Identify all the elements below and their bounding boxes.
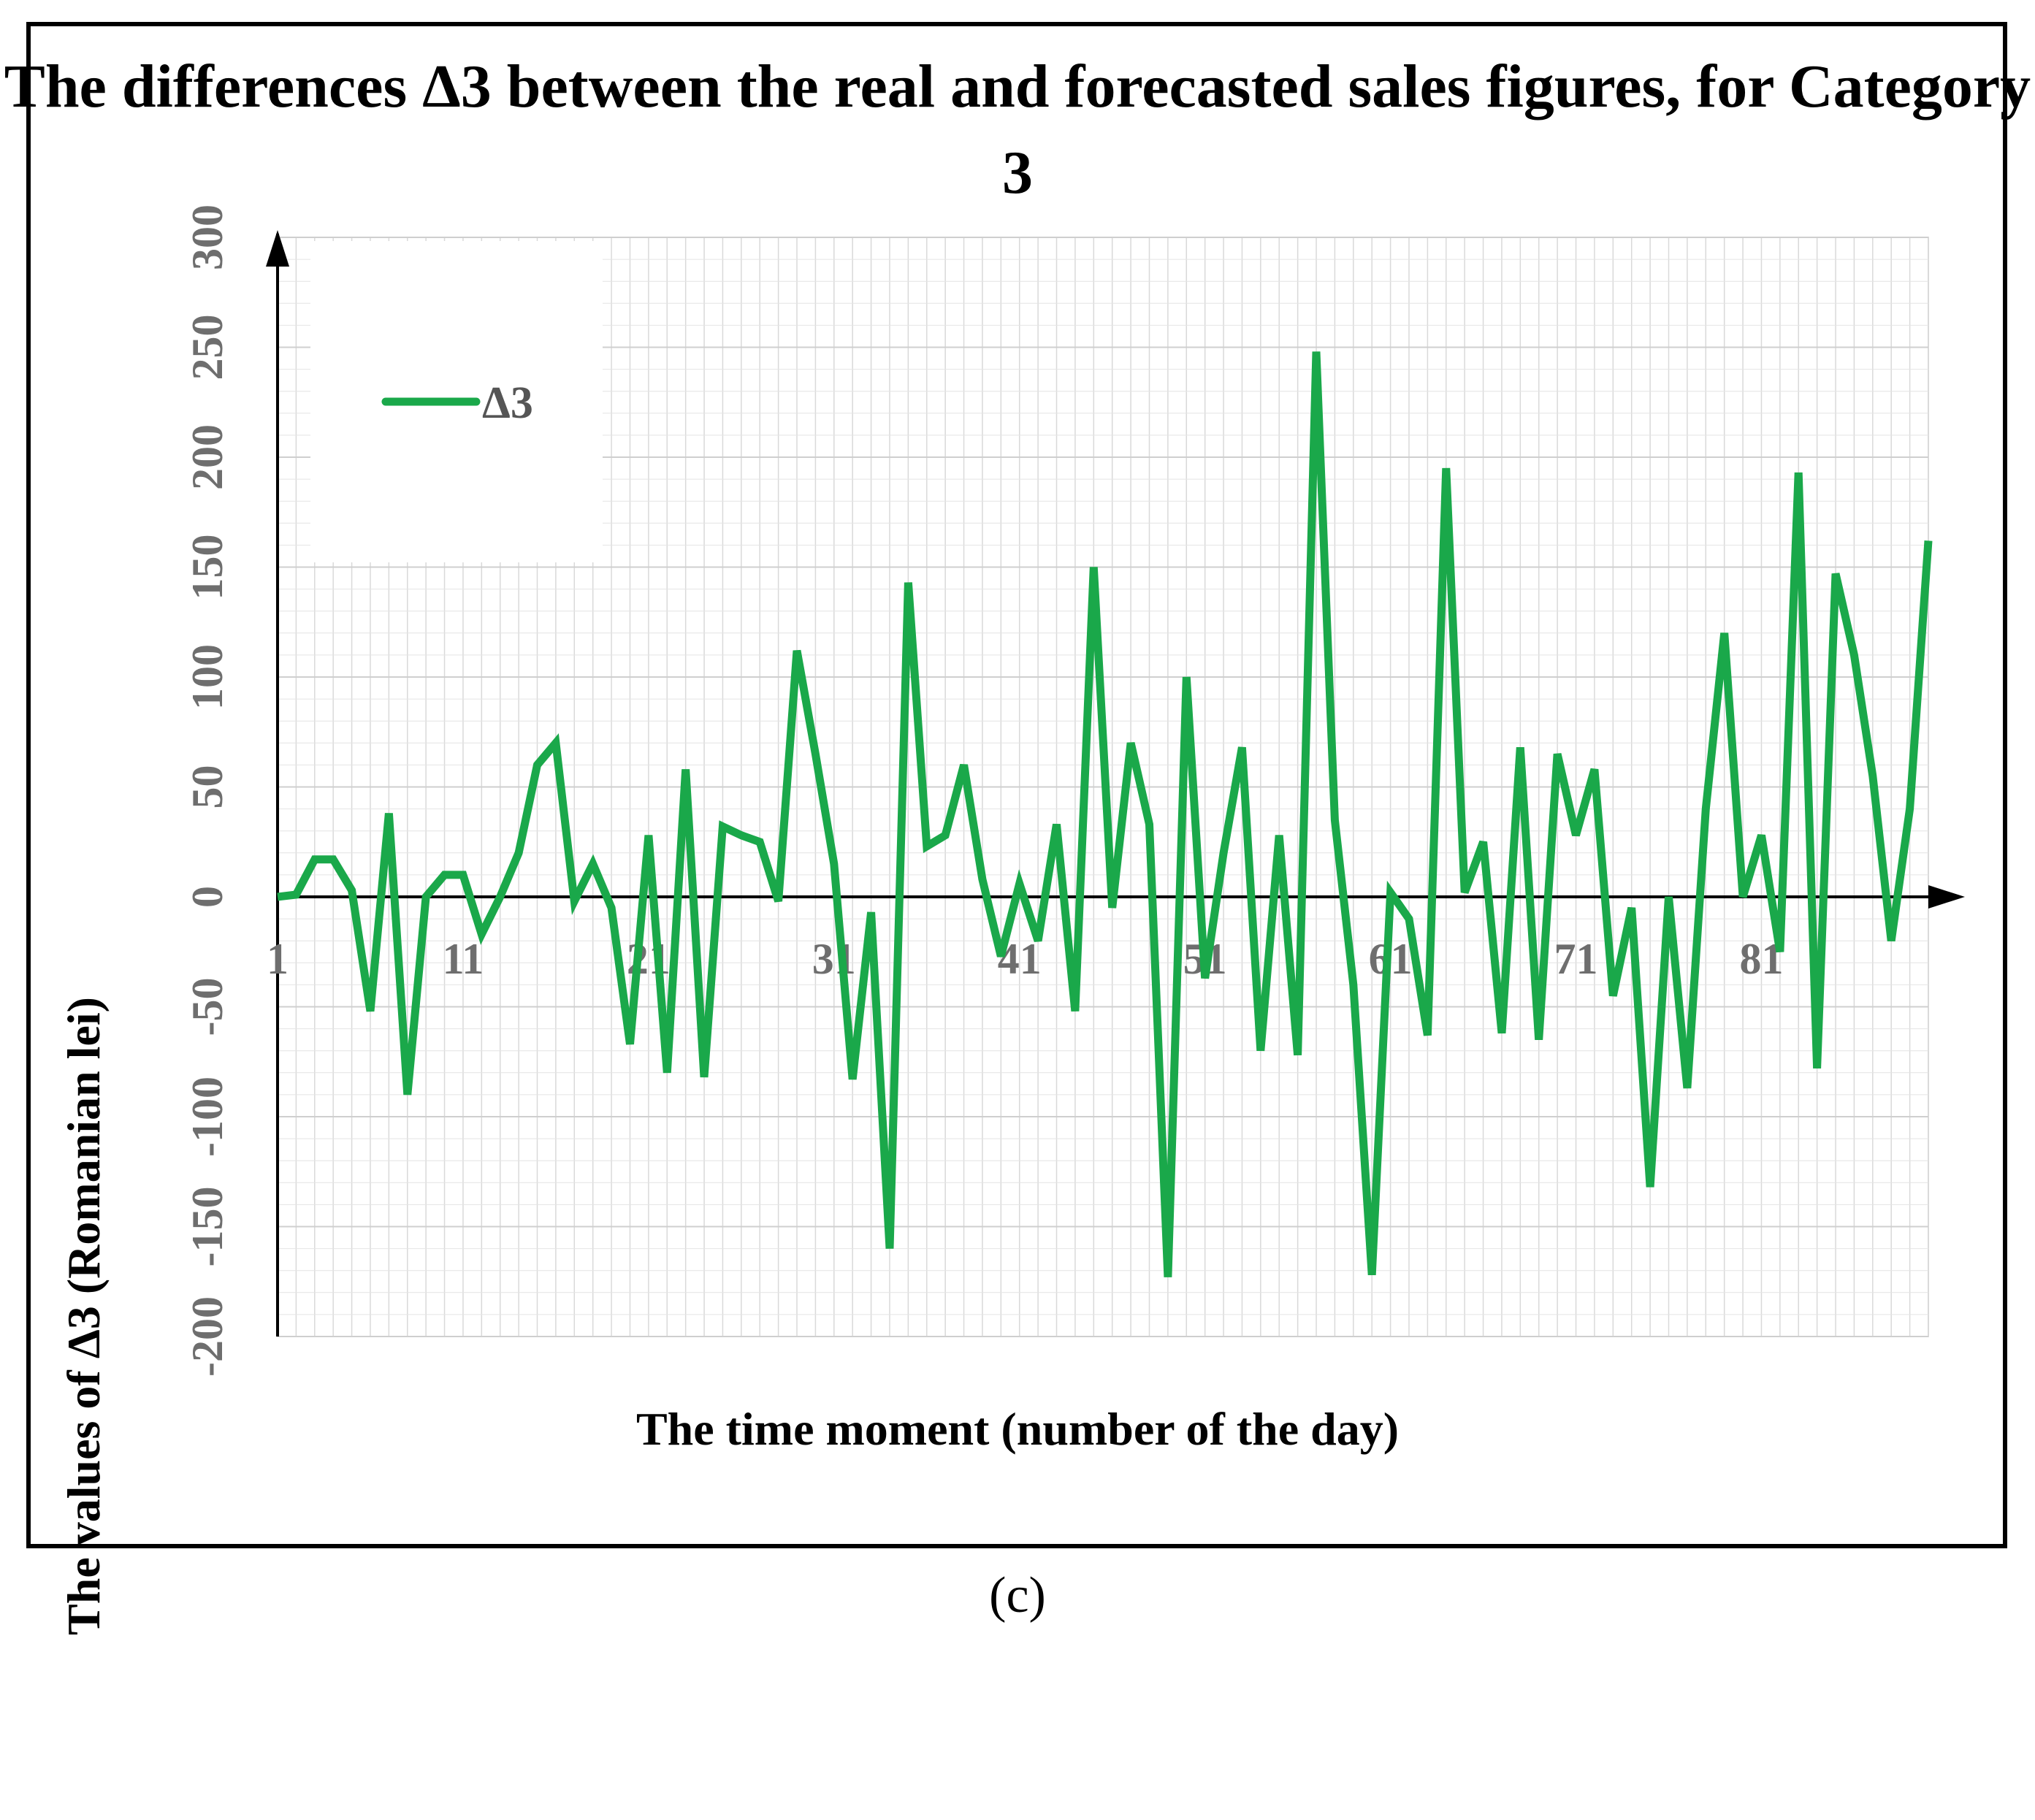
y-tick-label: 50 — [183, 765, 232, 809]
y-tick-label: -50 — [183, 978, 232, 1036]
x-axis-label: The time moment (number of the day) — [0, 1402, 2035, 1456]
y-tick-label: 100 — [183, 644, 232, 710]
y-tick-label: -100 — [183, 1077, 232, 1157]
x-tick-label: 71 — [1554, 935, 1598, 983]
y-tick-label: 300 — [183, 204, 232, 270]
legend: Δ3 — [310, 241, 603, 562]
y-tick-label: 250 — [183, 315, 232, 381]
y-tick-label: 200 — [183, 424, 232, 490]
y-tick-label: -150 — [183, 1187, 232, 1267]
y-tick-label: -200 — [183, 1296, 232, 1377]
x-axis-arrow — [1928, 885, 1965, 909]
x-tick-label: 11 — [443, 935, 484, 983]
y-axis-label: The values of Δ3 (Romanian lei) — [57, 812, 111, 1820]
legend-label: Δ3 — [482, 378, 533, 428]
y-tick-label: 0 — [183, 886, 232, 908]
x-tick-label: 1 — [267, 935, 289, 983]
panel-caption: (c) — [0, 1567, 2035, 1625]
x-tick-label: 31 — [812, 935, 856, 983]
y-tick-label: 150 — [183, 535, 232, 600]
